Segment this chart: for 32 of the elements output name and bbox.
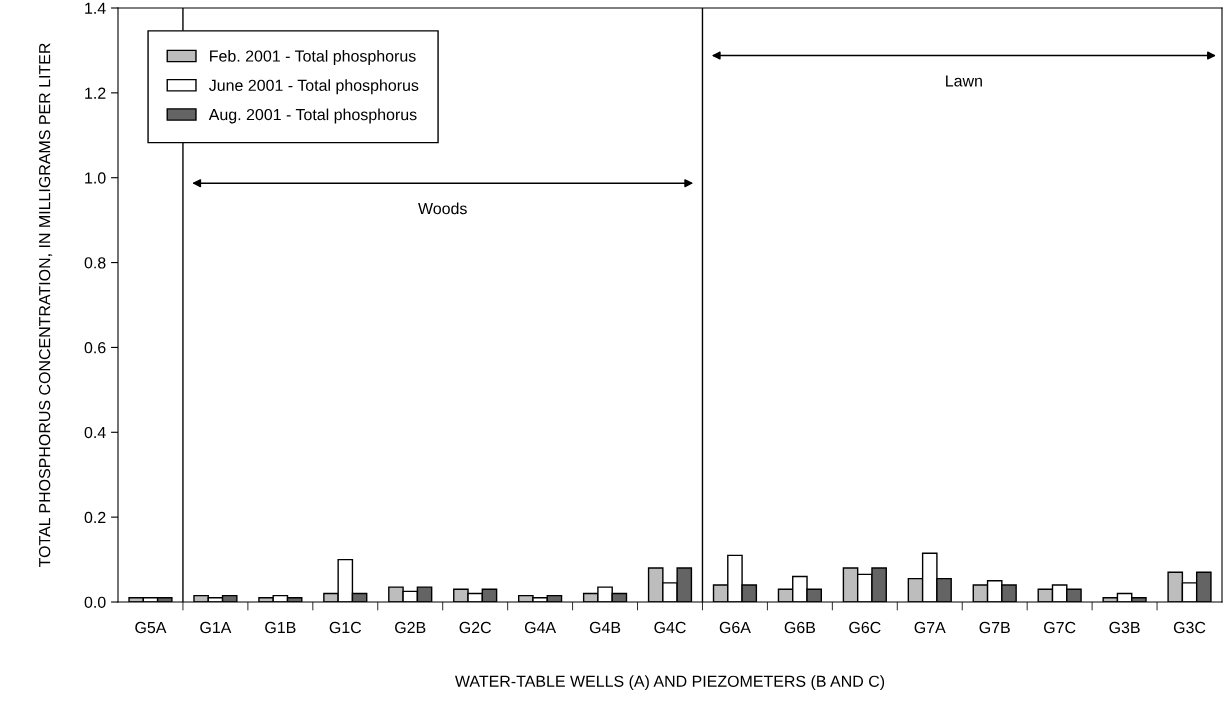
legend-label: Feb. 2001 - Total phosphorus — [210, 50, 416, 65]
y-tick-label: 0.0 — [84, 596, 106, 608]
x-tick-label: G1B — [265, 621, 296, 634]
x-tick-label: G3C — [1173, 621, 1206, 634]
y-tick-label: 1.0 — [85, 172, 106, 184]
y-axis-title: TOTAL PHOSPHORUS CONCENTRATION, IN MILLIGRAMS PER LITER — [38, 43, 53, 568]
x-tick-label: G4A — [524, 621, 557, 634]
x-axis-title: WATER-TABLE WELLS (A) AND PIEZOMETERS (B AND C) — [455, 675, 885, 691]
annotation: Lawn — [946, 75, 982, 87]
x-tick-label: G6C — [849, 621, 881, 634]
x-tick-label: G6A — [719, 621, 751, 634]
y-tick-label: 0.2 — [84, 511, 106, 524]
legend-label: June 2001 - Total phosphorus — [209, 79, 419, 95]
x-tick-label: G2C — [459, 621, 491, 634]
x-tick-label: G7A — [914, 621, 946, 634]
x-tick-label: G1C — [329, 621, 362, 634]
x-tick-label: G7C — [1044, 621, 1076, 634]
annotation: Woods — [418, 202, 467, 215]
x-tick-label: G1A — [200, 621, 232, 634]
x-tick-label: G3B — [1109, 621, 1140, 634]
x-tick-label: G4C — [654, 621, 686, 634]
x-tick-label: G2B — [395, 621, 426, 634]
y-tick-label: 0.4 — [84, 426, 106, 439]
legend-label: Aug. 2001 - Total phosphorus — [208, 108, 417, 124]
x-tick-label: G4B — [589, 621, 621, 634]
y-tick-label: 0.6 — [84, 342, 106, 354]
y-tick-label: 1.2 — [85, 87, 106, 99]
x-tick-label: G5A — [135, 621, 167, 634]
x-tick-label: G7B — [979, 621, 1010, 634]
x-tick-label: G6B — [784, 621, 816, 634]
y-tick-label: 1.4 — [85, 2, 106, 14]
y-tick-label: 0.8 — [84, 257, 106, 269]
